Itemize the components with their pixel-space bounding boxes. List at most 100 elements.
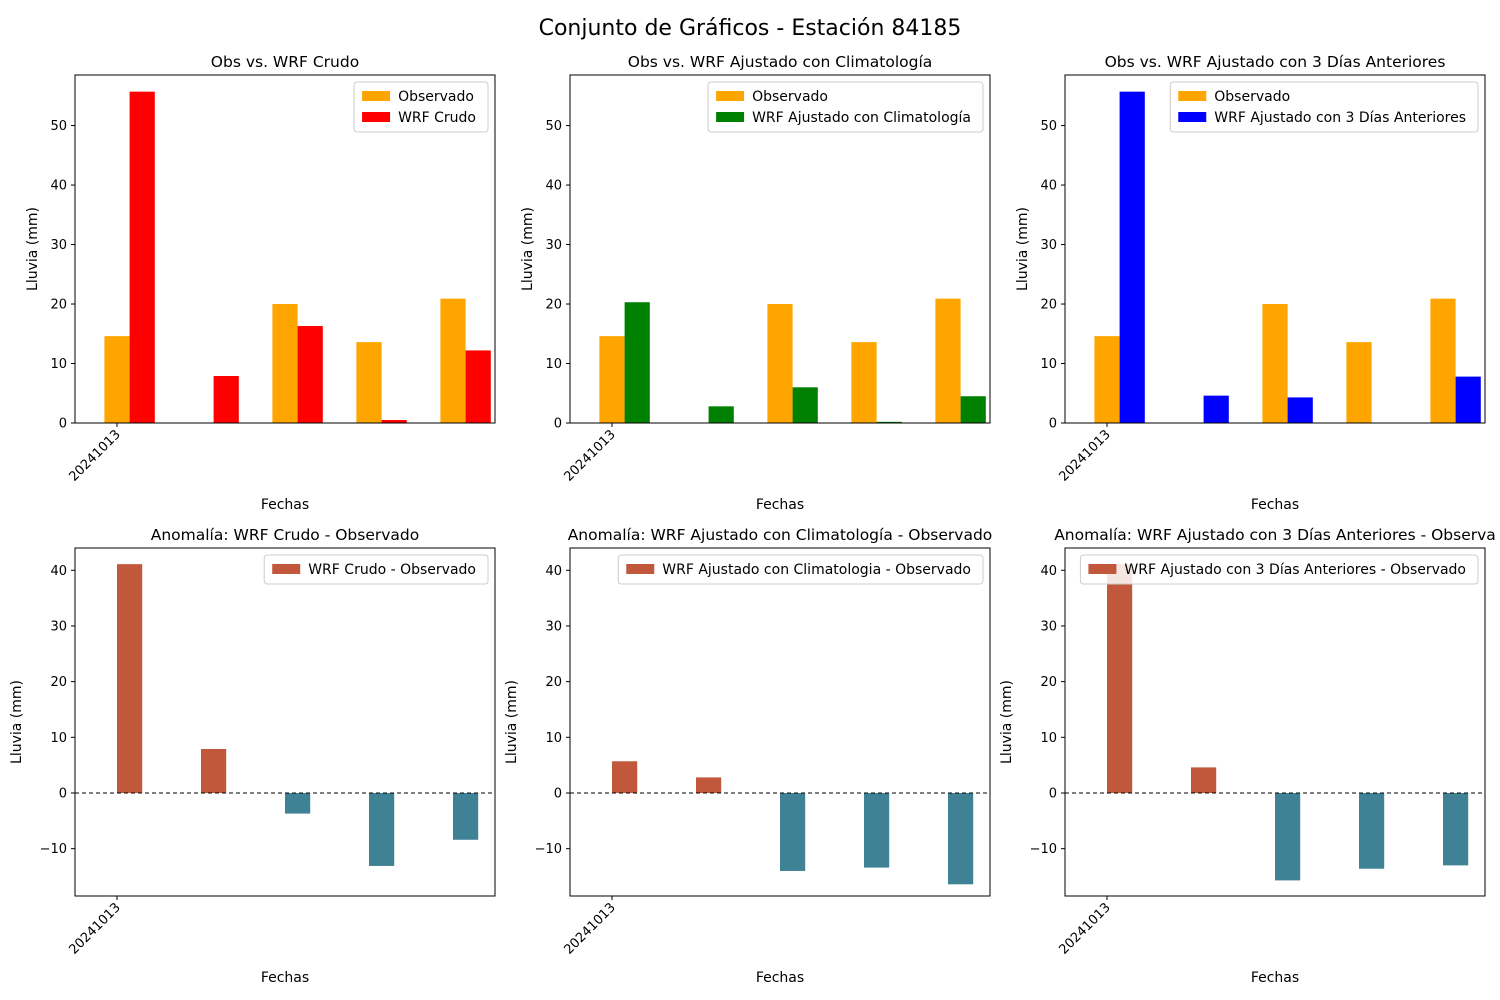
legend-label: WRF Crudo - Observado xyxy=(308,562,476,578)
y-axis-label: Lluvia (mm) xyxy=(1015,207,1031,291)
subplot-6: −10 0 10 20 30 40 20241013 Anomalía: WRF Ajusta… xyxy=(999,526,1496,986)
bar-observado-2 xyxy=(1262,304,1288,423)
subplot-title: Anomalía: WRF Ajustado con 3 Días Anteri… xyxy=(1054,526,1496,544)
axes-frame xyxy=(569,74,991,424)
y-tick-label: 30 xyxy=(1040,619,1057,634)
axes-frame xyxy=(74,74,496,424)
bar-observado-0 xyxy=(104,336,130,423)
x-axis-label: Fechas xyxy=(756,970,804,986)
legend-box xyxy=(1079,554,1479,585)
bar-wrf-ajustado-con-climatologia-observado-1 xyxy=(696,777,722,793)
y-tick-label: 50 xyxy=(545,119,562,134)
bar-observado-2 xyxy=(272,304,298,423)
legend: WRF Ajustado con 3 Días Anteriores - Obs… xyxy=(1079,554,1479,585)
x-axis-label: Fechas xyxy=(756,497,804,513)
bar-observado-3 xyxy=(851,342,877,423)
y-tick-label: 40 xyxy=(545,179,562,194)
legend-swatch xyxy=(272,564,301,574)
x-axis-label: Fechas xyxy=(1251,970,1299,986)
bar-wrf-crudo-3 xyxy=(381,420,407,423)
figure-title: Conjunto de Gráficos - Estación 84185 xyxy=(538,16,962,41)
y-tick-label: 40 xyxy=(50,179,67,194)
legend-label: Observado xyxy=(752,89,828,105)
y-axis-label: Lluvia (mm) xyxy=(25,207,41,291)
axes-frame xyxy=(1064,74,1486,424)
x-axis-label: Fechas xyxy=(261,970,309,986)
bar-wrf-ajustado-con-3-d-as-anteriores-observado-0 xyxy=(1107,564,1133,793)
y-tick-label: 20 xyxy=(50,298,67,313)
bar-wrf-crudo-1 xyxy=(213,376,239,423)
y-tick-label: −10 xyxy=(1030,842,1057,857)
legend-swatch xyxy=(362,112,391,122)
x-tick-label: 20241013 xyxy=(66,900,123,957)
legend-box xyxy=(263,554,489,585)
x-tick-label: 20241013 xyxy=(66,427,123,484)
bar-wrf-crudo-observado-1 xyxy=(201,749,227,793)
bar-wrf-ajustado-con-climatolog-a-2 xyxy=(792,387,818,423)
legend-box xyxy=(1169,81,1479,133)
y-tick-label: 20 xyxy=(545,298,562,313)
bar-wrf-crudo-4 xyxy=(465,350,491,423)
y-tick-label: 0 xyxy=(1049,417,1057,432)
bar-wrf-crudo-observado-0 xyxy=(117,564,143,793)
legend-swatch xyxy=(1178,112,1207,122)
bar-observado-4 xyxy=(1430,298,1456,423)
bar-wrf-ajustado-con-climatolog-a-0 xyxy=(624,302,650,423)
bar-observado-2 xyxy=(767,304,793,423)
bar-wrf-ajustado-con-climatologia-observado-2 xyxy=(780,792,806,871)
bar-observado-0 xyxy=(599,336,625,423)
axes-frame xyxy=(74,547,496,897)
bar-wrf-crudo-observado-2 xyxy=(285,792,311,814)
y-tick-label: 10 xyxy=(50,731,67,746)
y-tick-label: 0 xyxy=(554,786,562,801)
bar-wrf-ajustado-con-climatolog-a-1 xyxy=(708,406,734,423)
y-tick-label: 10 xyxy=(1040,357,1057,372)
y-tick-label: −10 xyxy=(535,842,562,857)
y-tick-label: 40 xyxy=(1040,564,1057,579)
bar-observado-4 xyxy=(440,298,466,423)
y-tick-label: 20 xyxy=(545,675,562,690)
y-tick-label: 0 xyxy=(59,786,67,801)
legend: Observado WRF Ajustado con 3 Días Anterio… xyxy=(1169,81,1479,133)
x-tick-label: 20241013 xyxy=(1056,900,1113,957)
legend-swatch xyxy=(626,564,655,574)
y-axis-label: Lluvia (mm) xyxy=(999,680,1015,764)
bar-observado-4 xyxy=(935,298,961,423)
legend-label: WRF Ajustado con 3 Días Anteriores xyxy=(1214,110,1466,126)
subplot-2: 0 10 20 30 40 50 20241013 Obs vs. WRF Ajustado … xyxy=(520,53,991,513)
y-tick-label: 30 xyxy=(545,619,562,634)
x-tick-label: 20241013 xyxy=(561,900,618,957)
bar-wrf-ajustado-con-climatologia-observado-3 xyxy=(864,792,890,868)
legend-swatch xyxy=(1178,91,1207,101)
y-tick-label: 40 xyxy=(50,564,67,579)
legend-label: Observado xyxy=(398,89,474,105)
subplot-title: Anomalía: WRF Crudo - Observado xyxy=(151,526,420,544)
legend-label: WRF Ajustado con 3 Días Anteriores - Obs… xyxy=(1124,562,1466,578)
y-tick-label: 20 xyxy=(50,675,67,690)
y-axis-label: Lluvia (mm) xyxy=(504,680,520,764)
y-tick-label: 30 xyxy=(545,238,562,253)
bar-observado-3 xyxy=(356,342,382,423)
subplot-title: Obs vs. WRF Ajustado con Climatología xyxy=(628,53,933,71)
y-tick-label: 20 xyxy=(1040,298,1057,313)
legend-label: WRF Ajustado con Climatologia - Observad… xyxy=(662,562,971,578)
y-tick-label: 30 xyxy=(50,619,67,634)
legend-swatch xyxy=(1088,564,1117,574)
bar-wrf-ajustado-con-climatolog-a-3 xyxy=(876,421,902,423)
axes-frame xyxy=(1064,547,1486,897)
x-axis-label: Fechas xyxy=(261,497,309,513)
y-tick-label: 30 xyxy=(50,238,67,253)
legend-label: WRF Crudo xyxy=(398,110,476,126)
y-tick-label: 0 xyxy=(554,417,562,432)
subplot-1: 0 10 20 30 40 50 20241013 Obs vs. WRF Crudo Fech… xyxy=(25,53,496,513)
bar-wrf-ajustado-con-3-d-as-anteriores-observado-2 xyxy=(1275,792,1301,881)
subplot-title: Obs vs. WRF Crudo xyxy=(211,53,359,71)
subplot-title: Anomalía: WRF Ajustado con Climatología … xyxy=(568,526,993,544)
bar-wrf-ajustado-con-3-d-as-anteriores-4 xyxy=(1455,376,1481,423)
y-tick-label: 20 xyxy=(1040,675,1057,690)
bar-wrf-crudo-0 xyxy=(129,91,155,424)
y-tick-label: 10 xyxy=(50,357,67,372)
y-tick-label: 10 xyxy=(545,731,562,746)
bar-wrf-ajustado-con-3-d-as-anteriores-observado-1 xyxy=(1191,767,1217,793)
